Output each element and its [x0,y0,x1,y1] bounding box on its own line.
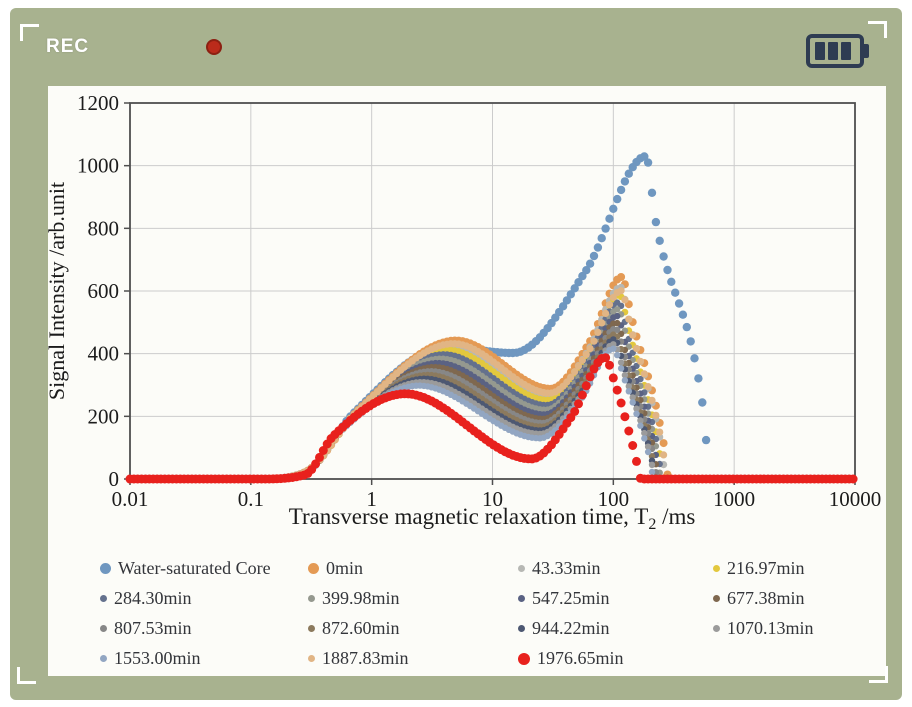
chart-panel: 0.01 0.1 1 10 100 1000 10000 0 200 400 600 800 1000 1… [44,86,886,676]
legend-label: 547.25min [532,588,610,608]
legend-label: 216.97min [727,558,805,578]
legend-marker-icon [308,563,319,574]
x-tick-label: 1 [366,487,377,511]
t2-relaxation-chart: 0.01 0.1 1 10 100 1000 10000 0 200 400 600 800 1000 1… [44,91,881,533]
x-axis-title: Transverse magnetic relaxation time, T2 … [289,504,696,533]
legend-item: 1887.83min [308,648,409,669]
y-tick-label: 400 [88,342,120,366]
legend-item: 216.97min [713,558,805,579]
chart-legend: Water-saturated Core 0min 43.33min 216.97mi… [48,86,886,676]
viewfinder-corner-bottom-right-icon [869,666,888,683]
y-axis-title: Signal Intensity /arb.unit [44,182,69,400]
tick-labels: 0.01 0.1 1 10 100 1000 10000 0 200 400 600 800 1000 1… [77,91,881,511]
legend-item: 807.53min [100,618,192,639]
legend-item: 1070.13min [713,618,814,639]
legend-label: 677.38min [727,588,805,608]
legend-item: 0min [308,558,363,579]
legend-marker-icon [518,625,525,632]
legend-item: 547.25min [518,588,610,609]
legend-label: 1976.65min [537,648,624,668]
x-tick-label: 0.1 [238,487,264,511]
legend-item: 872.60min [308,618,400,639]
battery-bar-icon [815,42,825,60]
x-tick-label: 0.01 [112,487,149,511]
legend-item: 677.38min [713,588,805,609]
legend-item: Water-saturated Core [100,558,271,579]
battery-bar-icon [841,42,851,60]
legend-label: 43.33min [532,558,601,578]
legend-label: 872.60min [322,618,400,638]
viewfinder-corner-top-left-icon [20,24,39,41]
legend-marker-icon [308,625,315,632]
legend-label: Water-saturated Core [118,558,271,578]
viewfinder-corner-top-right-icon [868,21,887,38]
legend-item: 284.30min [100,588,192,609]
legend-label: 1553.00min [114,648,201,668]
legend-marker-icon [100,563,111,574]
legend-item: 399.98min [308,588,400,609]
y-tick-label: 0 [109,467,120,491]
legend-item: 1553.00min [100,648,201,669]
legend-marker-icon [518,652,530,665]
legend-marker-icon [713,625,720,632]
legend-marker-icon [100,625,107,632]
legend-label: 1887.83min [322,648,409,668]
legend-marker-icon [100,595,107,602]
y-tick-label: 1000 [77,154,119,178]
x-tick-label: 100 [598,487,630,511]
legend-marker-icon [713,565,720,572]
legend-label: 284.30min [114,588,192,608]
y-tick-label: 800 [88,216,120,240]
legend-marker-icon [308,655,315,662]
legend-item: 43.33min [518,558,601,579]
legend-item: 944.22min [518,618,610,639]
x-tick-label: 1000 [713,487,755,511]
legend-marker-icon [713,595,720,602]
battery-icon [806,34,869,68]
series-1976-65min [125,353,858,484]
viewfinder-corner-bottom-left-icon [17,667,36,684]
legend-marker-icon [518,595,525,602]
rec-label: REC [46,36,90,57]
legend-label: 1070.13min [727,618,814,638]
x-tick-label: 10000 [829,487,882,511]
legend-label: 944.22min [532,618,610,638]
camera-viewfinder: REC 0.01 0.1 1 10 100 1000 10000 0 200 400 600 800 1… [10,8,902,700]
y-tick-label: 1200 [77,91,119,115]
x-tick-label: 10 [482,487,503,511]
rec-recording-dot-icon [206,39,222,55]
data-series [125,152,858,484]
legend-marker-icon [518,565,525,572]
legend-label: 0min [326,558,364,578]
battery-terminal-icon [863,44,869,58]
battery-bar-icon [828,42,838,60]
y-tick-label: 600 [88,279,120,303]
legend-label: 807.53min [114,618,192,638]
y-tick-label: 200 [88,404,120,428]
legend-item: 1976.65min [518,648,624,669]
legend-label: 399.98min [322,588,400,608]
legend-marker-icon [100,655,107,662]
legend-marker-icon [308,595,315,602]
